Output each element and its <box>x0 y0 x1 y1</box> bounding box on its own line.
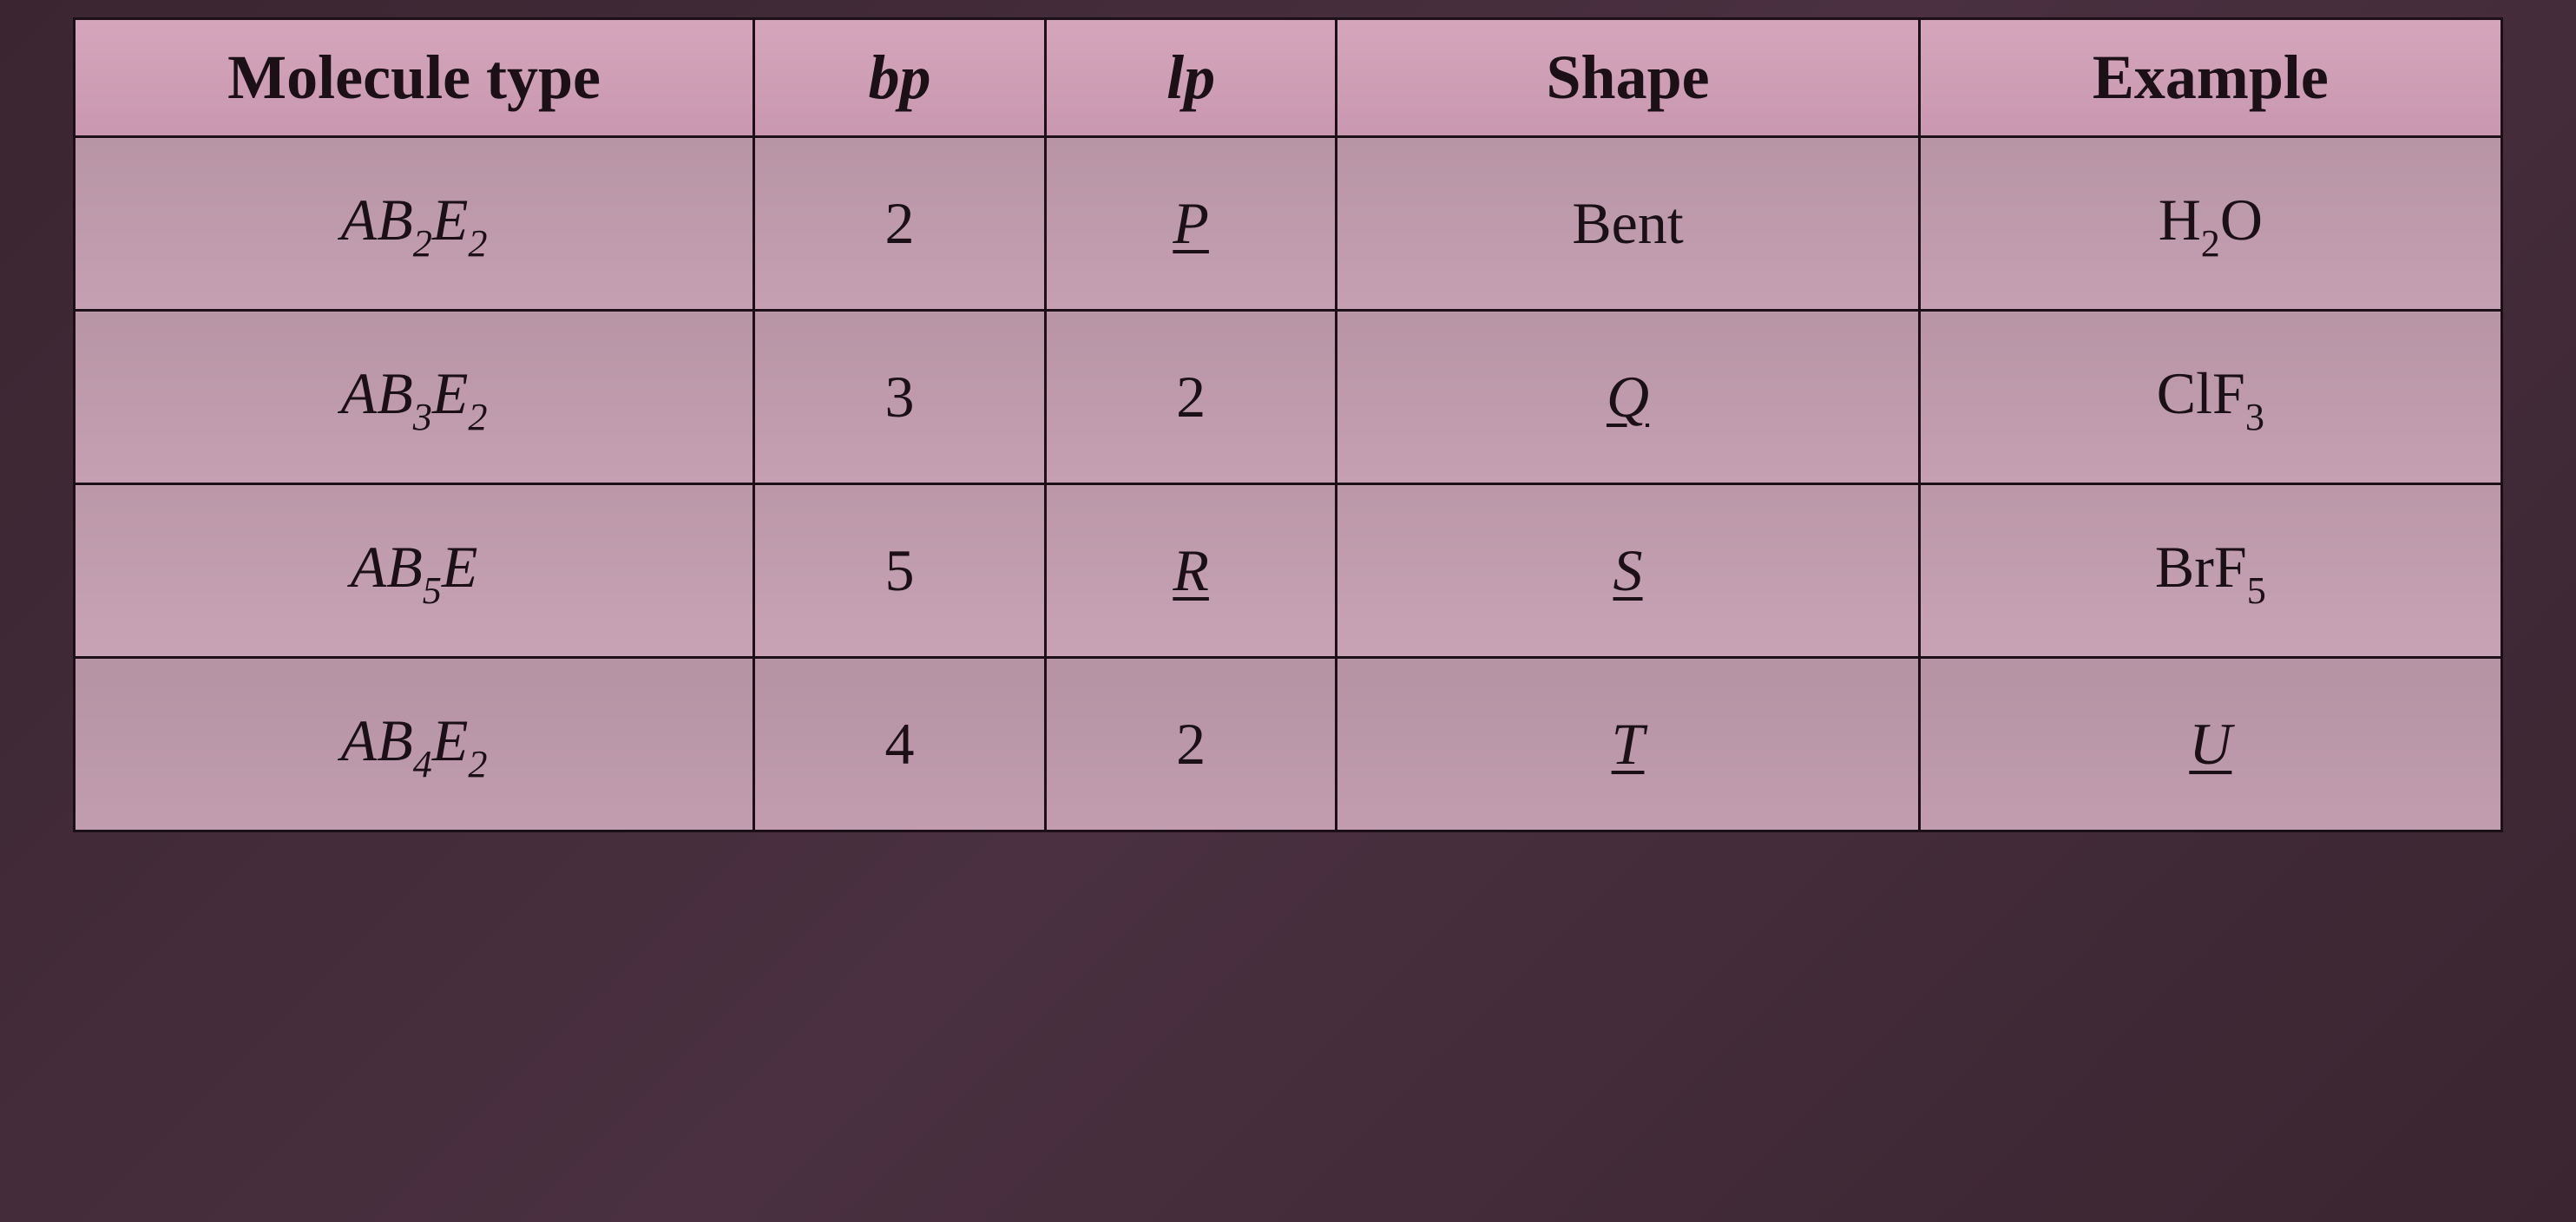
cell-shape: Bent <box>1337 137 1919 311</box>
table-row: AB5E 5 R S BrF5 <box>75 484 2502 658</box>
cell-bp: 5 <box>754 484 1046 658</box>
molecule-formula: AB5E <box>351 534 478 600</box>
table-row: AB2E2 2 P Bent H2O <box>75 137 2502 311</box>
cell-bp: 3 <box>754 311 1046 484</box>
header-example: Example <box>1919 19 2501 137</box>
molecular-geometry-table: Molecule type bp lp Shape Example AB2E2 … <box>73 17 2503 832</box>
cell-lp: R <box>1045 484 1337 658</box>
variable-placeholder: Q <box>1596 364 1659 430</box>
cell-lp: 2 <box>1045 311 1337 484</box>
variable-placeholder: R <box>1162 537 1219 603</box>
header-row: Molecule type bp lp Shape Example <box>75 19 2502 137</box>
header-shape: Shape <box>1337 19 1919 137</box>
cell-example: ClF3 <box>1919 311 2501 484</box>
header-molecule-type: Molecule type <box>75 19 754 137</box>
cell-shape: S <box>1337 484 1919 658</box>
molecule-formula: AB2E2 <box>341 187 488 253</box>
cell-molecule-type: AB5E <box>75 484 754 658</box>
molecule-formula: AB4E2 <box>341 707 488 773</box>
cell-example: U <box>1919 658 2501 831</box>
variable-placeholder: P <box>1162 190 1219 256</box>
cell-shape: Q <box>1337 311 1919 484</box>
cell-lp: 2 <box>1045 658 1337 831</box>
chemical-formula: BrF5 <box>2155 534 2266 600</box>
cell-bp: 2 <box>754 137 1046 311</box>
cell-lp: P <box>1045 137 1337 311</box>
cell-example: BrF5 <box>1919 484 2501 658</box>
table-body: AB2E2 2 P Bent H2O AB3E2 3 2 Q <box>75 137 2502 831</box>
chemical-formula: ClF3 <box>2157 360 2264 426</box>
molecular-geometry-table-container: Molecule type bp lp Shape Example AB2E2 … <box>73 17 2503 832</box>
cell-example: H2O <box>1919 137 2501 311</box>
table-row: AB3E2 3 2 Q ClF3 <box>75 311 2502 484</box>
table-header: Molecule type bp lp Shape Example <box>75 19 2502 137</box>
cell-molecule-type: AB2E2 <box>75 137 754 311</box>
chemical-formula: H2O <box>2159 187 2263 253</box>
variable-placeholder: S <box>1603 537 1653 603</box>
cell-molecule-type: AB4E2 <box>75 658 754 831</box>
cell-shape: T <box>1337 658 1919 831</box>
cell-bp: 4 <box>754 658 1046 831</box>
variable-placeholder: T <box>1601 711 1655 777</box>
molecule-formula: AB3E2 <box>341 360 488 426</box>
variable-placeholder: U <box>2178 711 2242 777</box>
cell-molecule-type: AB3E2 <box>75 311 754 484</box>
header-bp: bp <box>754 19 1046 137</box>
table-row: AB4E2 4 2 T U <box>75 658 2502 831</box>
header-lp: lp <box>1045 19 1337 137</box>
